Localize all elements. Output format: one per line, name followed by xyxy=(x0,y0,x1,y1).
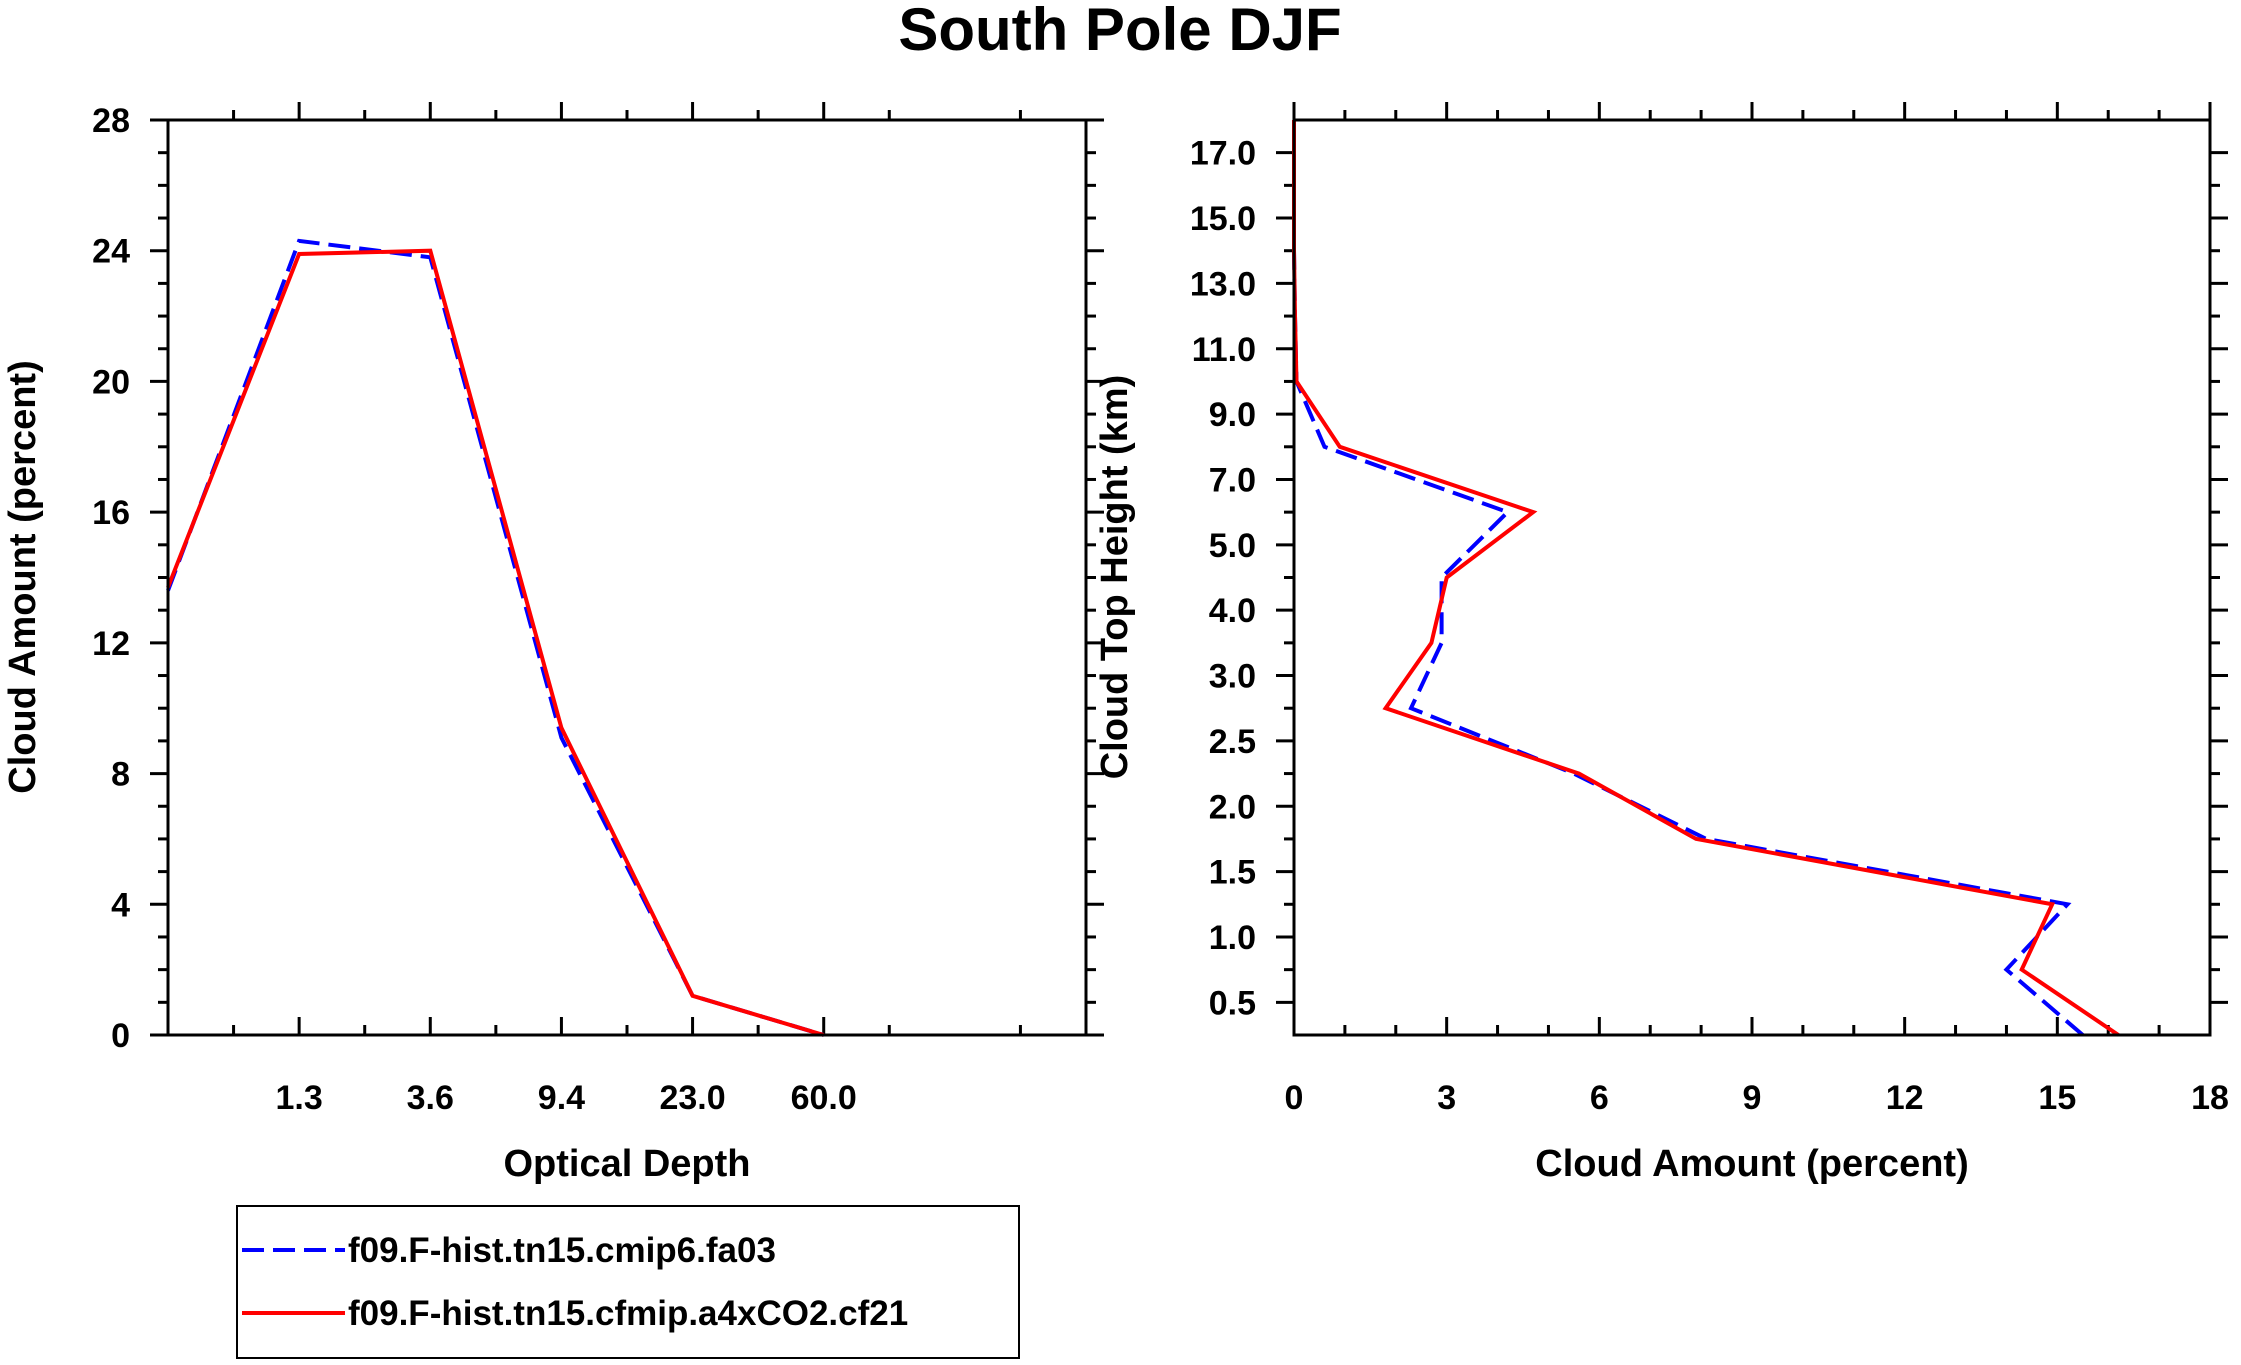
right-plot-frame xyxy=(1292,118,2212,1037)
right-y-tick-label: 2.0 xyxy=(1209,788,1256,826)
right-x-axis-label: Cloud Amount (percent) xyxy=(1535,1143,1968,1185)
right-y-tick-label: 1.0 xyxy=(1209,919,1256,957)
right-x-tick-label: 9 xyxy=(1743,1079,1762,1117)
left-y-tick-label: 12 xyxy=(92,625,130,663)
left-x-tick-label: 9.4 xyxy=(538,1079,585,1117)
right-series-a4xco2 xyxy=(1292,120,2120,1037)
left-tick-labels: 1.3 3.6 9.4 23.0 60.0 0 4 8 12 16 20 24 28 xyxy=(92,102,857,1117)
left-x-tick-label: 23.0 xyxy=(659,1079,725,1117)
chart-title: South Pole DJF xyxy=(898,0,1341,63)
left-y-tick-label: 8 xyxy=(111,756,130,794)
right-y-tick-label: 1.5 xyxy=(1209,854,1256,892)
right-y-axis-label: Cloud Top Height (km) xyxy=(1094,375,1136,780)
left-x-tick-label: 1.3 xyxy=(276,1079,323,1117)
right-tick-labels: 0 3 6 9 12 15 18 0.5 1.0 1.5 2.0 2.5 3.0 4.0 5.0 7.0 9.0… xyxy=(1190,135,2229,1117)
right-x-tick-label: 3 xyxy=(1437,1079,1456,1117)
right-y-tick-label: 5.0 xyxy=(1209,527,1256,565)
left-plot-frame xyxy=(166,118,1088,1037)
left-y-tick-label: 0 xyxy=(111,1017,130,1055)
left-x-axis-label: Optical Depth xyxy=(503,1143,750,1185)
left-y-axis-label: Cloud Amount (percent) xyxy=(2,360,44,793)
right-series-cmip6 xyxy=(1292,120,2085,1037)
left-series xyxy=(166,238,825,1037)
right-y-tick-label: 9.0 xyxy=(1209,396,1256,434)
left-panel-optical-depth: 1.3 3.6 9.4 23.0 60.0 0 4 8 12 16 20 24 28 Optical D… xyxy=(2,102,1104,1185)
right-ticks xyxy=(1276,102,2228,1035)
left-y-tick-label: 20 xyxy=(92,363,130,401)
right-y-tick-label: 4.0 xyxy=(1209,592,1256,630)
right-x-tick-label: 0 xyxy=(1285,1079,1304,1117)
legend: f09.F-hist.tn15.cmip6.fa03 f09.F-hist.tn… xyxy=(236,1205,1020,1359)
left-y-tick-label: 24 xyxy=(92,233,130,271)
left-ticks xyxy=(150,102,1104,1037)
right-x-tick-label: 6 xyxy=(1590,1079,1609,1117)
right-x-tick-label: 12 xyxy=(1886,1079,1924,1117)
right-x-tick-label: 18 xyxy=(2191,1079,2229,1117)
left-series-cmip6 xyxy=(166,238,825,1037)
right-y-tick-label: 0.5 xyxy=(1209,984,1256,1022)
left-y-tick-label: 4 xyxy=(111,886,130,924)
right-y-tick-label: 2.5 xyxy=(1209,723,1256,761)
right-y-tick-label: 7.0 xyxy=(1209,461,1256,499)
left-series-a4xco2 xyxy=(166,248,825,1037)
right-x-tick-label: 15 xyxy=(2038,1079,2076,1117)
left-y-tick-label: 16 xyxy=(92,494,130,532)
right-y-tick-label: 17.0 xyxy=(1190,135,1256,173)
legend-box xyxy=(236,1205,1020,1359)
left-y-tick-label: 28 xyxy=(92,102,130,140)
right-series xyxy=(1292,120,2120,1037)
right-y-tick-label: 13.0 xyxy=(1190,265,1256,303)
right-y-tick-label: 11.0 xyxy=(1192,331,1256,369)
right-y-tick-label: 15.0 xyxy=(1190,200,1256,238)
right-panel-cloud-top-height: 0 3 6 9 12 15 18 0.5 1.0 1.5 2.0 2.5 3.0 4.0 5.0 7.0 9.0… xyxy=(1094,102,2229,1185)
left-x-tick-label: 60.0 xyxy=(791,1079,857,1117)
legend-label-cmip6: f09.F-hist.tn15.cmip6.fa03 xyxy=(348,1231,776,1270)
right-y-tick-label: 3.0 xyxy=(1209,658,1256,696)
legend-label-a4xco2: f09.F-hist.tn15.cfmip.a4xCO2.cf21 xyxy=(348,1294,908,1333)
left-x-tick-label: 3.6 xyxy=(407,1079,454,1117)
